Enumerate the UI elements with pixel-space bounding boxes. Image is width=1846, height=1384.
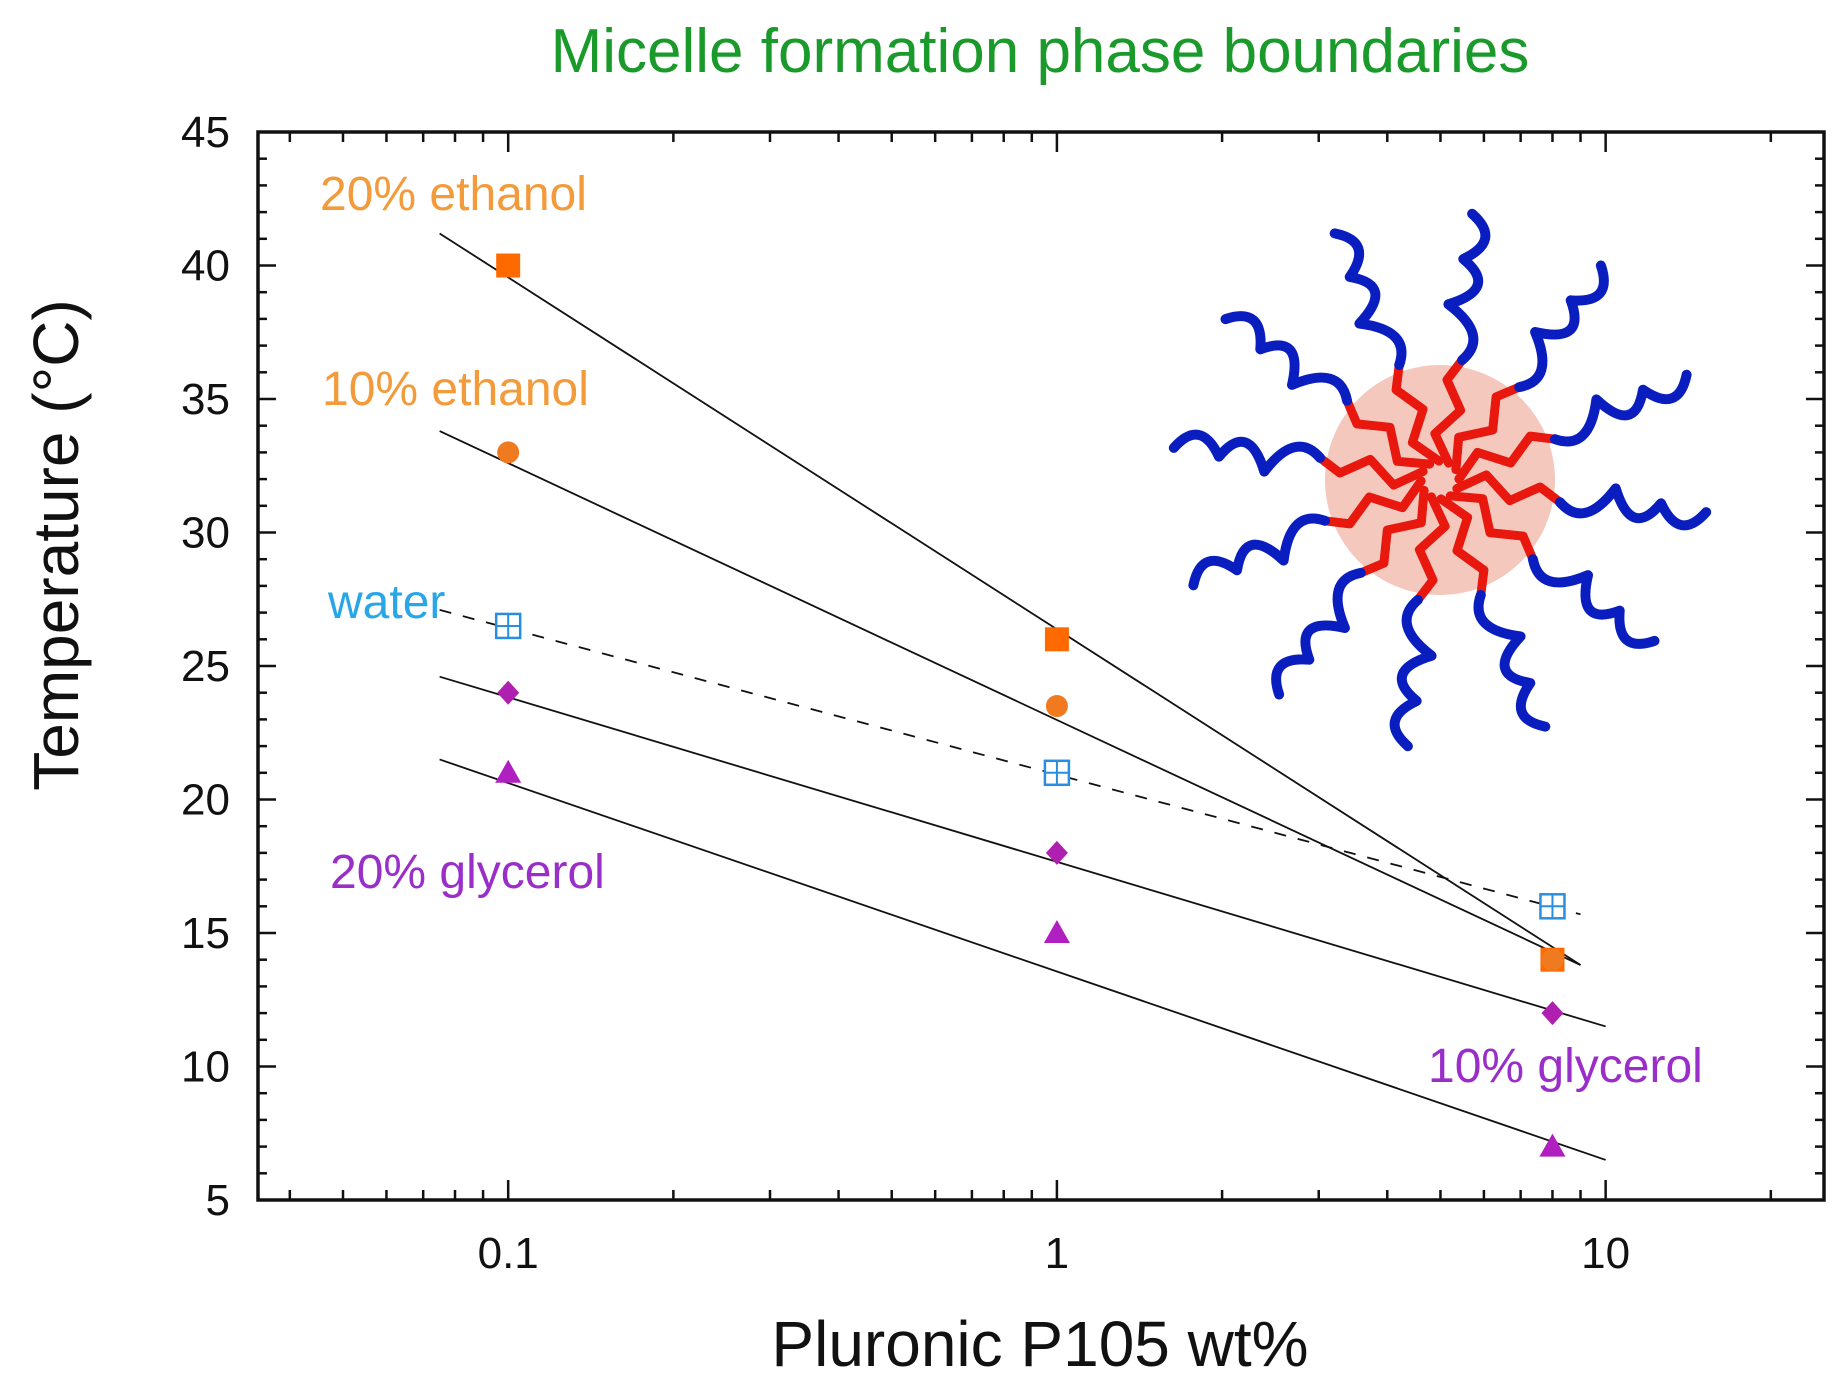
core-chain: [1315, 453, 1428, 490]
corona-chain: [1389, 595, 1437, 752]
data-point: [1541, 948, 1564, 971]
core-chain: [1356, 485, 1429, 578]
core-chain: [1445, 491, 1538, 564]
core-chain: [1454, 431, 1560, 484]
corona-chain: [1271, 567, 1366, 700]
fit-line: [439, 675, 1606, 1028]
corona-chain: [1514, 260, 1609, 393]
corona-chain: [1188, 513, 1330, 591]
y-tick-label: 10: [181, 1043, 230, 1092]
y-tick-label: 45: [181, 108, 230, 157]
core-chain: [1320, 476, 1426, 529]
y-tick-label: 25: [181, 642, 230, 691]
series-label-20-ethanol: 20% ethanol: [320, 168, 587, 221]
corona-chain: [1550, 369, 1692, 447]
y-tick-label: 40: [181, 242, 230, 291]
y-tick-label: 30: [181, 509, 230, 558]
data-point: [1539, 893, 1566, 920]
core-chain: [1342, 396, 1435, 469]
series-label-10-ethanol: 10% ethanol: [322, 363, 589, 416]
data-point: [1044, 627, 1069, 652]
data-point: [496, 253, 521, 278]
corona-chain: [1527, 554, 1660, 649]
fit-line: [439, 609, 1581, 916]
series-labels: 20% ethanol 10% ethanol water 10% glycer…: [320, 168, 1703, 1093]
y-tick-label: 35: [181, 375, 230, 424]
data-point: [1045, 840, 1068, 865]
corona-chain: [1555, 483, 1712, 531]
data-point: [1539, 1133, 1566, 1157]
data-points: [494, 253, 1566, 1157]
x-tick-label: 1: [1045, 1229, 1069, 1278]
y-tick-label: 20: [181, 776, 230, 825]
data-point: [495, 759, 522, 783]
y-tick-label: 5: [206, 1176, 230, 1225]
corona-chain: [1329, 228, 1407, 370]
y-axis-label: Temperature (°C): [20, 299, 92, 791]
core-chain: [1391, 360, 1444, 466]
fit-line: [439, 758, 1606, 1161]
core-chain: [1452, 470, 1565, 507]
data-point: [1045, 695, 1068, 718]
micelle-core: [1325, 365, 1555, 595]
fit-line: [439, 430, 1581, 966]
corona-chain: [1168, 429, 1325, 477]
corona-chain: [1220, 311, 1353, 406]
corona-chain: [1443, 208, 1491, 365]
core-chain: [1436, 494, 1489, 600]
data-point: [497, 441, 520, 464]
core-chain: [1430, 355, 1467, 468]
fit-lines: [439, 232, 1606, 1161]
corona-chain: [1473, 590, 1551, 732]
series-label-10-glycerol: 10% glycerol: [1428, 1040, 1703, 1093]
data-point: [1541, 1001, 1564, 1026]
axis-ticks: 5 10 15 20 25 30 35 40 45 0.1 1 10: [181, 108, 1824, 1278]
data-point: [497, 680, 520, 705]
data-point: [1043, 920, 1070, 943]
x-axis-label: Pluronic P105 wt%: [771, 1308, 1308, 1380]
x-tick-label: 10: [1581, 1229, 1630, 1278]
plot-frame: [256, 130, 1826, 1202]
y-tick-label: 15: [181, 909, 230, 958]
data-point: [494, 612, 522, 640]
core-chain: [1413, 492, 1450, 605]
data-point: [1043, 759, 1071, 787]
fit-line: [439, 232, 1582, 966]
core-chain: [1451, 382, 1524, 475]
x-tick-label: 0.1: [478, 1229, 539, 1278]
series-label-water: water: [327, 576, 445, 629]
chart-title: Micelle formation phase boundaries: [551, 17, 1530, 86]
series-label-20-glycerol: 20% glycerol: [330, 846, 605, 899]
micelle-illustration: [1168, 208, 1712, 752]
